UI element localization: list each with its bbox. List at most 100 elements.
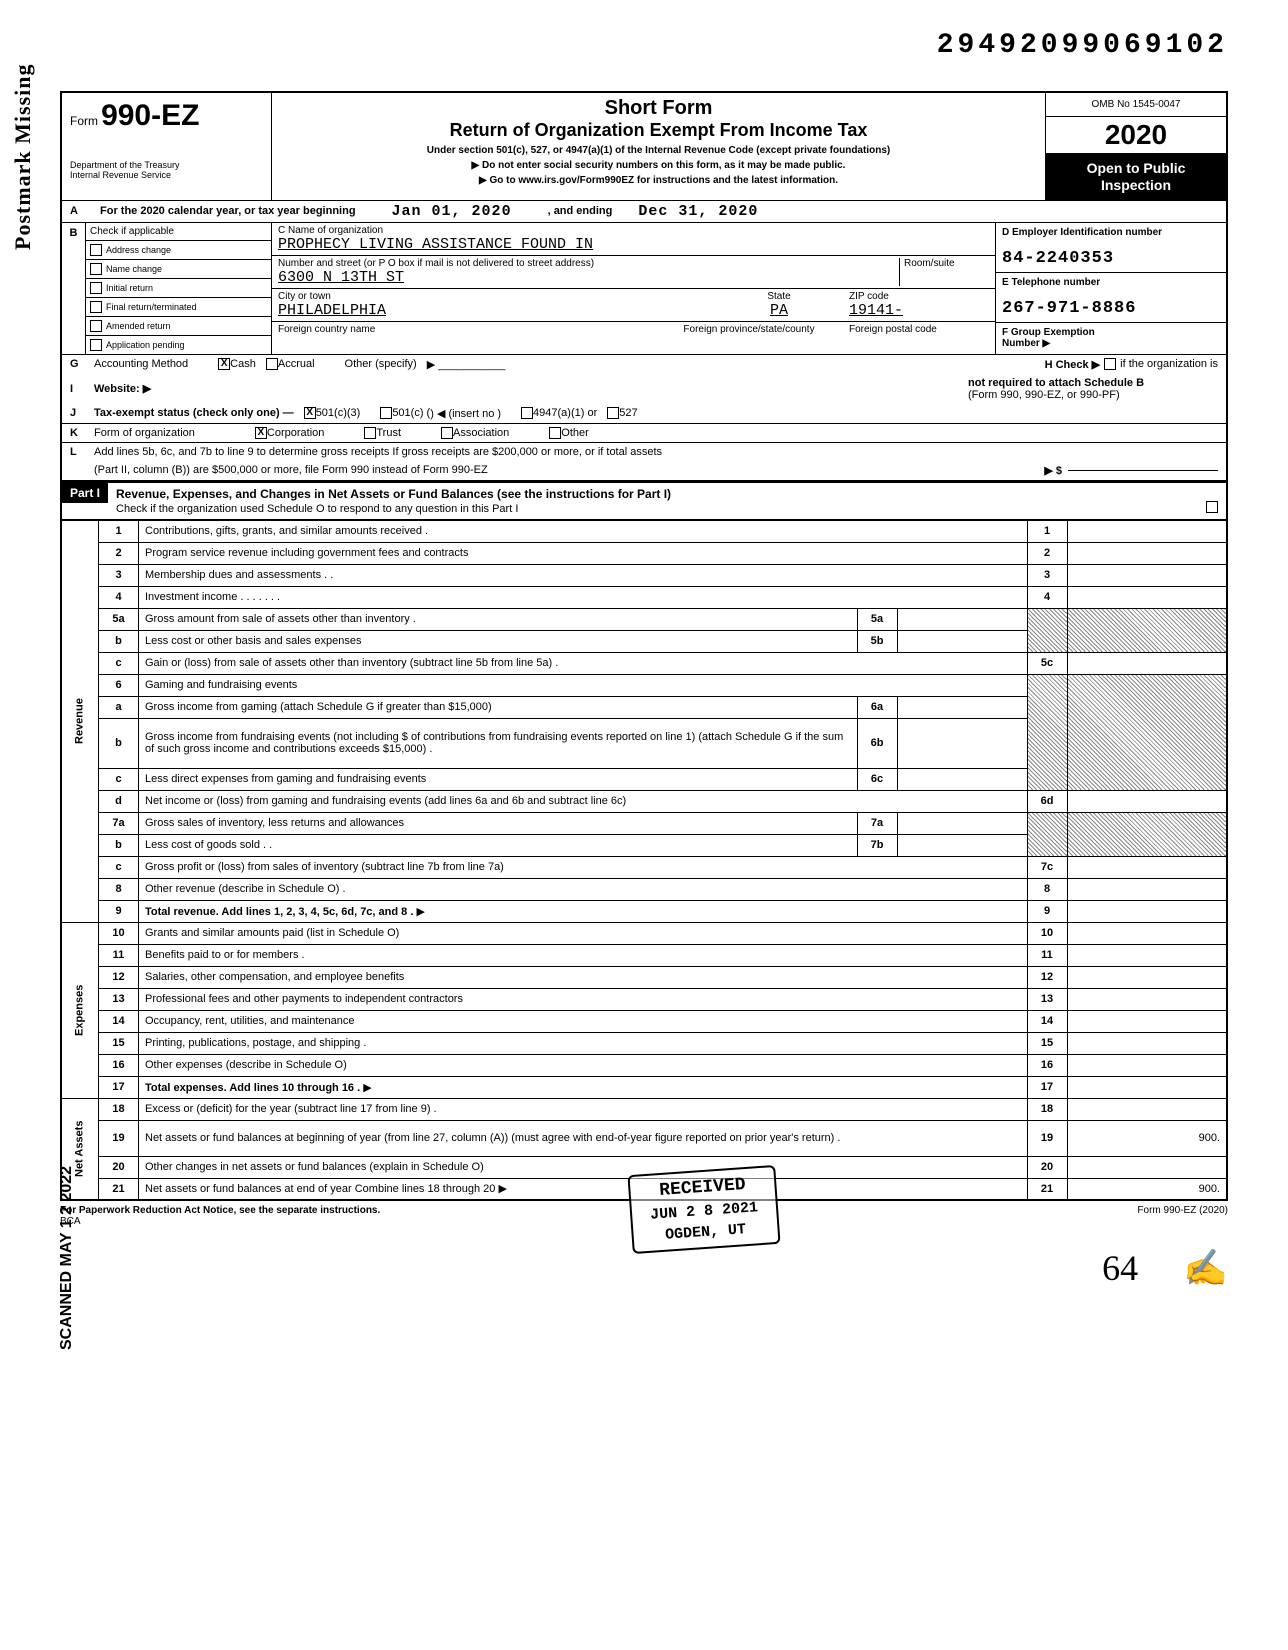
tax-year-begin: Jan 01, 2020 xyxy=(392,203,512,220)
row-g: G Accounting Method Cash Accrual Other (… xyxy=(60,355,1228,374)
check-accrual[interactable] xyxy=(266,358,278,370)
check-cash[interactable] xyxy=(218,358,230,370)
foreign-postal-label: Foreign postal code xyxy=(849,324,989,335)
line-7c: Gross profit or (loss) from sales of inv… xyxy=(139,856,1028,878)
accounting-method-label: Accounting Method xyxy=(94,358,188,370)
lbl-accrual: Accrual xyxy=(278,358,315,370)
label-l: L xyxy=(70,446,86,458)
lbl-trust: Trust xyxy=(376,427,401,439)
check-final-return[interactable] xyxy=(90,301,102,313)
received-stamp: RECEIVED JUN 2 8 2021 OGDEN, UT xyxy=(627,1165,780,1254)
omb-number: OMB No 1545-0047 xyxy=(1046,93,1226,117)
row-i: I Website: ▶ not required to attach Sche… xyxy=(60,374,1228,404)
check-501c[interactable] xyxy=(380,407,392,419)
line-2: Program service revenue including govern… xyxy=(139,542,1028,564)
line-7a: Gross sales of inventory, less returns a… xyxy=(139,812,858,834)
line-6c: Less direct expenses from gaming and fun… xyxy=(139,768,858,790)
lbl-other-org: Other xyxy=(561,427,589,439)
form-org-label: Form of organization xyxy=(94,427,195,439)
open-public-2: Inspection xyxy=(1050,177,1222,194)
line-5a: Gross amount from sale of assets other t… xyxy=(139,608,858,630)
document-number: 29492099069102 xyxy=(60,30,1228,61)
line-4: Investment income . . . . . . . xyxy=(139,586,1028,608)
check-initial-return[interactable] xyxy=(90,282,102,294)
form-title-2: Return of Organization Exempt From Incom… xyxy=(280,120,1037,141)
row-k: K Form of organization Corporation Trust… xyxy=(60,424,1228,443)
check-corp[interactable] xyxy=(255,427,267,439)
line-5b: Less cost or other basis and sales expen… xyxy=(139,630,858,652)
check-name-change[interactable] xyxy=(90,263,102,275)
part1-label: Part I xyxy=(62,483,108,503)
dept-irs: Internal Revenue Service xyxy=(70,171,263,181)
lbl-4947: 4947(a)(1) or xyxy=(533,407,597,419)
line-7b: Less cost of goods sold . . xyxy=(139,834,858,856)
line-14: Occupancy, rent, utilities, and maintena… xyxy=(139,1010,1028,1032)
line-3: Membership dues and assessments . . xyxy=(139,564,1028,586)
form-prefix: Form xyxy=(70,114,98,128)
form-subtitle-2: Do not enter social security numbers on … xyxy=(280,160,1037,171)
line-1: Contributions, gifts, grants, and simila… xyxy=(139,520,1028,542)
row-a-text1: For the 2020 calendar year, or tax year … xyxy=(100,205,356,217)
lbl-527: 527 xyxy=(619,407,637,419)
row-j: J Tax-exempt status (check only one) — 5… xyxy=(60,404,1228,424)
line-12: Salaries, other compensation, and employ… xyxy=(139,966,1028,988)
check-4947[interactable] xyxy=(521,407,533,419)
footer-right: Form 990-EZ (2020) xyxy=(1137,1205,1228,1227)
state-label: State xyxy=(767,291,790,302)
label-g: G xyxy=(70,358,86,370)
line-18: Excess or (deficit) for the year (subtra… xyxy=(139,1098,1028,1120)
check-501c3[interactable] xyxy=(304,407,316,419)
lbl-corp: Corporation xyxy=(267,427,324,439)
check-amended[interactable] xyxy=(90,320,102,332)
line-20: Other changes in net assets or fund bala… xyxy=(139,1156,1028,1178)
addr-label: Number and street (or P O box if mail is… xyxy=(278,258,594,269)
check-address-change[interactable] xyxy=(90,244,102,256)
form-title-1: Short Form xyxy=(280,97,1037,120)
check-other-org[interactable] xyxy=(549,427,561,439)
line-10: Grants and similar amounts paid (list in… xyxy=(139,922,1028,944)
foreign-country-label: Foreign country name xyxy=(278,324,649,335)
row-a: A For the 2020 calendar year, or tax yea… xyxy=(60,200,1228,222)
form-number: 990-EZ xyxy=(101,99,199,132)
h-text3: (Form 990, 990-EZ, or 990-PF) xyxy=(968,389,1120,401)
d-label: D Employer Identification number xyxy=(1002,227,1162,238)
check-assoc[interactable] xyxy=(441,427,453,439)
part1-title: Revenue, Expenses, and Changes in Net As… xyxy=(116,487,671,501)
line-6: Gaming and fundraising events xyxy=(139,674,1028,696)
h-text2: not required to attach Schedule B xyxy=(968,377,1144,389)
lbl-cash: Cash xyxy=(230,358,256,370)
check-h[interactable] xyxy=(1104,358,1116,370)
line-13: Professional fees and other payments to … xyxy=(139,988,1028,1010)
room-label: Room/suite xyxy=(899,258,989,286)
state: PA xyxy=(770,302,788,319)
section-b: B Check if applicable Address change Nam… xyxy=(60,222,1228,355)
vert-netassets: Net Assets xyxy=(61,1098,99,1200)
city-label: City or town xyxy=(278,291,331,302)
f-label2: Number ▶ xyxy=(1002,338,1050,349)
line-17: Total expenses. Add lines 10 through 16 … xyxy=(145,1082,360,1094)
h-label: H Check ▶ xyxy=(1045,358,1101,371)
row-l2: (Part II, column (B)) are $500,000 or mo… xyxy=(60,461,1228,482)
lbl-501c3: 501(c)(3) xyxy=(316,407,361,419)
amt-21: 900. xyxy=(1067,1178,1227,1200)
foreign-prov-label: Foreign province/state/county xyxy=(649,324,849,335)
check-trust[interactable] xyxy=(364,427,376,439)
lbl-final-return: Final return/terminated xyxy=(106,302,197,312)
amt-19: 900. xyxy=(1067,1120,1227,1156)
line-11: Benefits paid to or for members . xyxy=(139,944,1028,966)
line-8: Other revenue (describe in Schedule O) . xyxy=(139,878,1028,900)
tax-exempt-label: Tax-exempt status (check only one) — xyxy=(94,407,294,419)
lbl-other-method: Other (specify) xyxy=(345,358,417,370)
label-i: I xyxy=(70,383,86,395)
street: 6300 N 13TH ST xyxy=(278,269,404,286)
postmark-missing-stamp: Postmark Missing xyxy=(10,64,36,251)
label-b: B xyxy=(62,223,86,354)
check-application-pending[interactable] xyxy=(90,339,102,351)
check-schedule-o[interactable] xyxy=(1206,501,1218,513)
form-subtitle-3: Go to www.irs.gov/Form990EZ for instruct… xyxy=(280,175,1037,186)
line-6b: Gross income from fundraising events (no… xyxy=(139,718,858,768)
lbl-application-pending: Application pending xyxy=(106,340,185,350)
check-527[interactable] xyxy=(607,407,619,419)
vert-revenue: Revenue xyxy=(61,520,99,922)
row-l: L Add lines 5b, 6c, and 7b to line 9 to … xyxy=(60,443,1228,461)
